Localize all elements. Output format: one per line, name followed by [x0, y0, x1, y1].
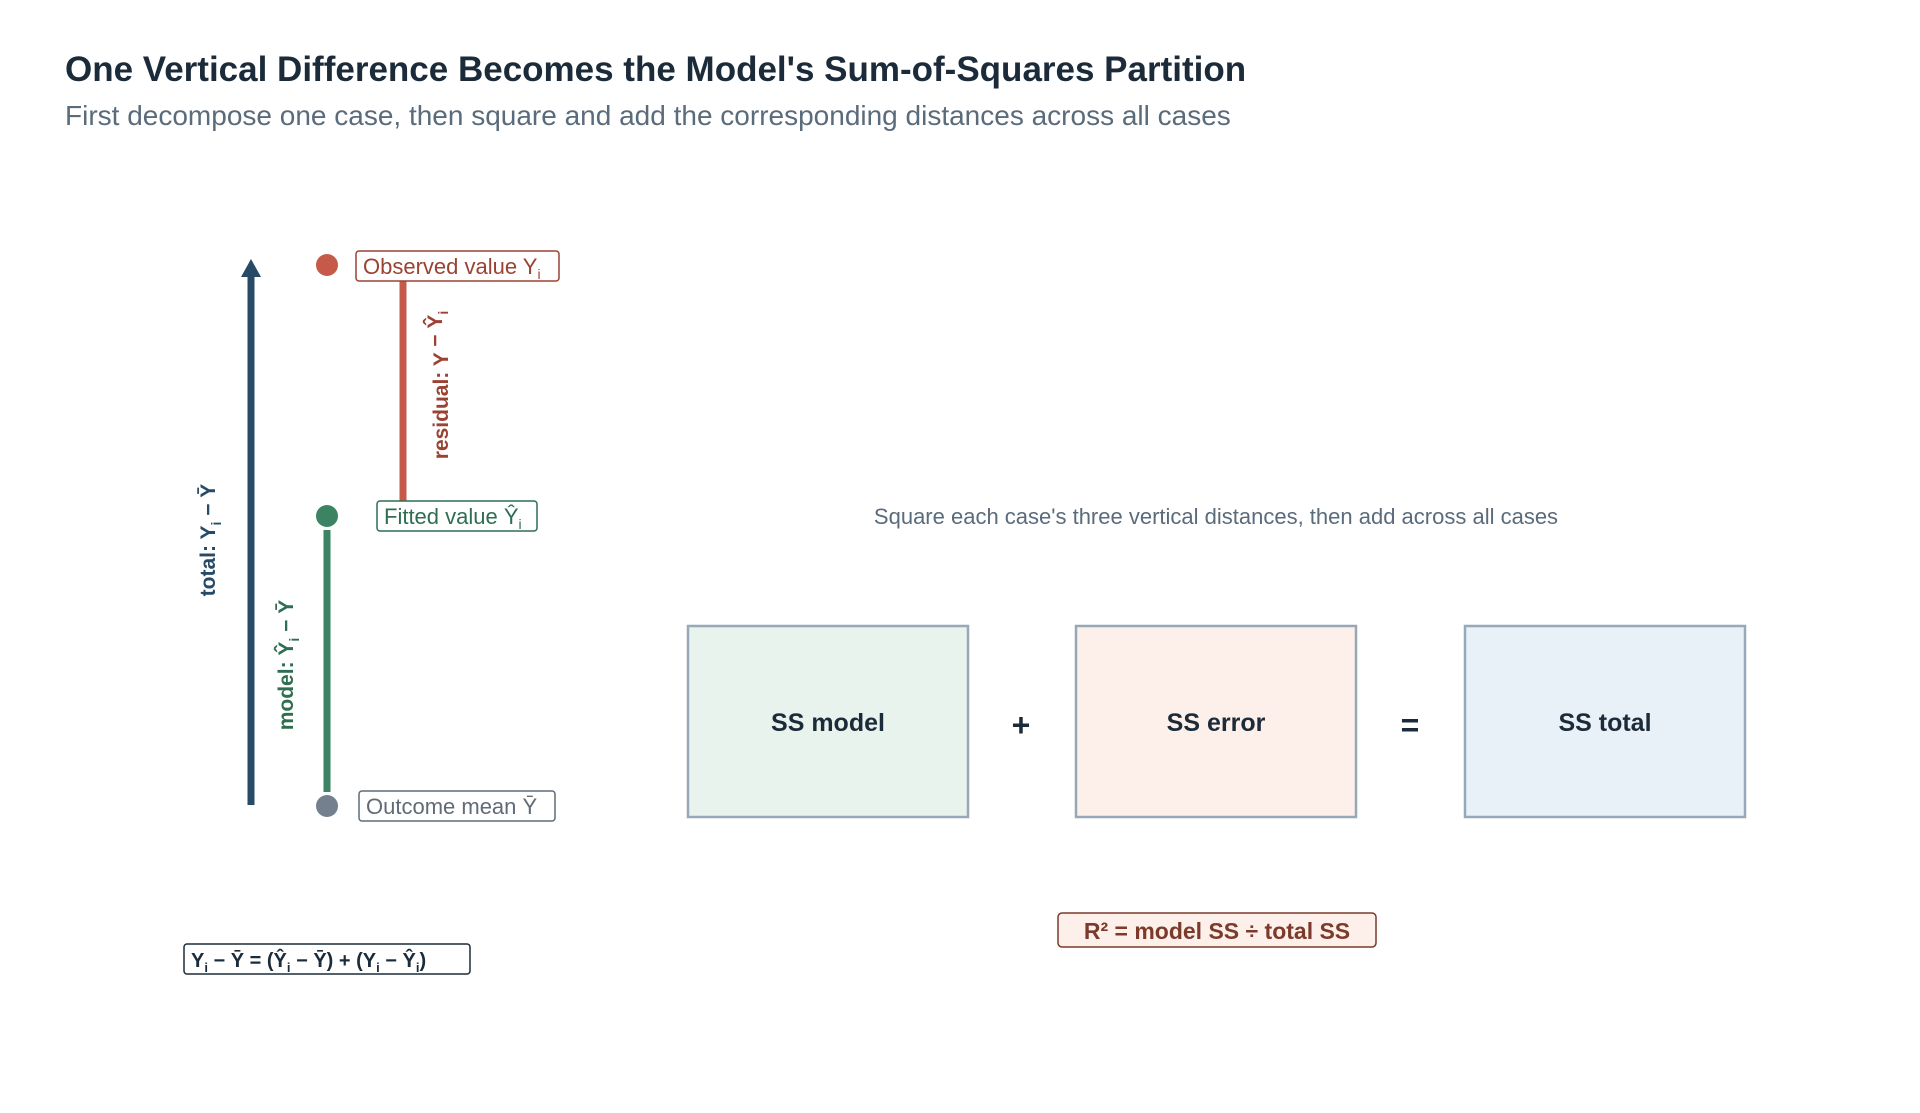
- observed-label: Observed value Yi: [363, 254, 541, 282]
- plus-sign: +: [1012, 707, 1031, 743]
- observed-label-box: [355, 250, 560, 282]
- decomposition-equation: Yi − Ȳ = (Ŷi − Ȳ) + (Yi − Ŷi): [191, 948, 426, 975]
- page-subtitle: First decompose one case, then square an…: [65, 100, 1231, 131]
- equation-box: [183, 943, 471, 975]
- ss-error-box: [1074, 624, 1358, 819]
- ss-error-label: SS error: [1167, 709, 1266, 737]
- mean-label: Outcome mean Ȳ: [366, 794, 538, 819]
- observed-point: [316, 254, 338, 276]
- fitted-label-box: [376, 500, 538, 532]
- r-squared-box: [1057, 912, 1377, 948]
- mean-point: [316, 795, 338, 817]
- total-label: total: Yi − Ȳ: [197, 484, 224, 597]
- ss-total-label: SS total: [1558, 709, 1651, 737]
- model-label: model: Ŷi − Ȳ: [274, 600, 302, 731]
- page-title: One Vertical Difference Becomes the Mode…: [65, 50, 1247, 89]
- ss-total-box: [1463, 624, 1747, 819]
- mean-label-box: [358, 790, 556, 822]
- partition-note: Square each case's three vertical distan…: [874, 504, 1558, 529]
- ss-model-box: [686, 624, 970, 819]
- ss-model-label: SS model: [771, 709, 885, 737]
- fitted-point: [316, 505, 338, 527]
- total-arrow-head: [241, 259, 261, 277]
- fitted-label: Fitted value Ŷi: [384, 504, 522, 532]
- residual-label: residual: Y − Ŷi: [423, 311, 453, 459]
- r-squared-formula: R² = model SS ÷ total SS: [1084, 918, 1350, 944]
- equals-sign: =: [1401, 707, 1420, 743]
